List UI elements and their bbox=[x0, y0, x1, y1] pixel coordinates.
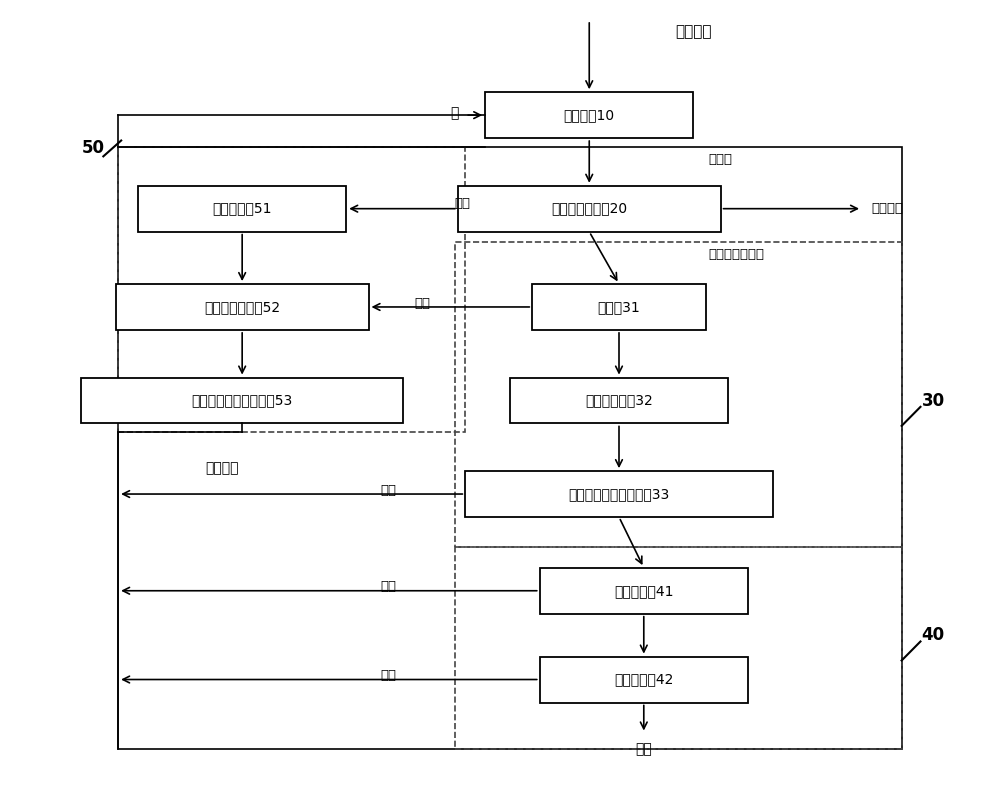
Text: 污水: 污水 bbox=[454, 197, 470, 211]
Text: 油泥水分离装置20: 油泥水分离装置20 bbox=[551, 202, 627, 215]
Bar bbox=[540, 568, 748, 614]
Text: 稀释装置10: 稀释装置10 bbox=[564, 108, 615, 122]
Bar bbox=[455, 547, 902, 749]
Text: 污泥压滤机42: 污泥压滤机42 bbox=[614, 673, 673, 686]
Text: 30: 30 bbox=[921, 392, 945, 409]
Text: 水: 水 bbox=[450, 107, 458, 121]
Text: 离心机31: 离心机31 bbox=[598, 300, 640, 314]
Text: 泥浆水: 泥浆水 bbox=[708, 153, 732, 166]
Bar bbox=[465, 471, 773, 517]
Text: 泥浆岩层: 泥浆岩层 bbox=[675, 24, 712, 39]
Text: 40: 40 bbox=[921, 626, 945, 644]
Text: 排放达标: 排放达标 bbox=[206, 461, 239, 475]
Bar bbox=[510, 377, 728, 424]
Bar bbox=[485, 92, 693, 138]
Text: 沉淀的泥浆岩层: 沉淀的泥浆岩层 bbox=[708, 248, 764, 261]
Text: 电絮凝装置51: 电絮凝装置51 bbox=[212, 202, 272, 215]
Text: 50: 50 bbox=[82, 139, 105, 158]
Bar bbox=[138, 186, 346, 231]
Bar bbox=[116, 284, 369, 330]
Bar bbox=[81, 377, 403, 424]
Text: 污泥浓缩地41: 污泥浓缩地41 bbox=[614, 584, 674, 598]
Bar bbox=[455, 242, 902, 547]
Bar bbox=[540, 657, 748, 702]
Text: 第二物化沉淀澄清装置53: 第二物化沉淀澄清装置53 bbox=[192, 393, 293, 408]
Text: 混凝加药装置32: 混凝加药装置32 bbox=[585, 393, 653, 408]
Text: 油，回收: 油，回收 bbox=[872, 202, 904, 215]
Bar bbox=[532, 284, 706, 330]
Text: 电催化氧化装置52: 电催化氧化装置52 bbox=[204, 300, 280, 314]
Text: 污水: 污水 bbox=[380, 580, 396, 594]
Bar bbox=[118, 147, 902, 749]
Text: 泥饼: 泥饼 bbox=[635, 743, 652, 756]
Text: 污水: 污水 bbox=[380, 484, 396, 497]
Bar bbox=[118, 147, 465, 433]
Bar bbox=[458, 186, 721, 231]
Text: 第一物化沉淀澄清装置33: 第一物化沉淀澄清装置33 bbox=[568, 487, 670, 501]
Text: 污水: 污水 bbox=[415, 296, 431, 309]
Text: 污水: 污水 bbox=[380, 669, 396, 682]
